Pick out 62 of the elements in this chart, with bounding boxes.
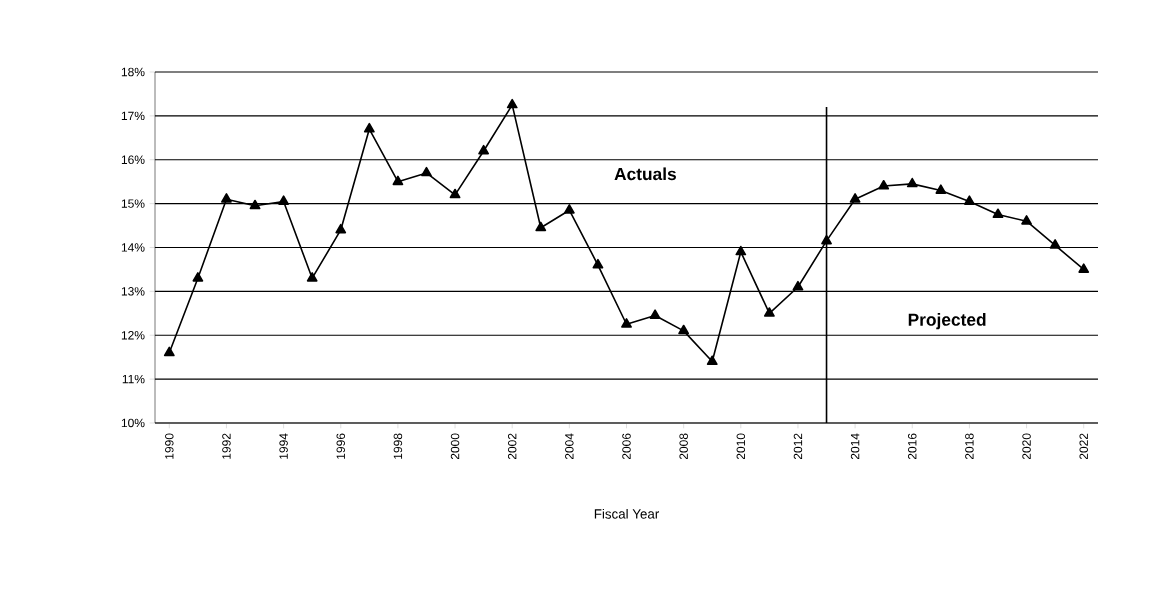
point xyxy=(506,98,518,109)
point xyxy=(192,272,204,282)
point xyxy=(249,199,261,210)
x-tick-label: 2004 xyxy=(565,433,574,460)
x-tick-label: 2018 xyxy=(965,433,974,460)
x-tick-label: 1992 xyxy=(222,433,231,459)
x-tick-label: 2008 xyxy=(679,433,688,460)
point xyxy=(792,280,804,291)
x-tick-label: 1998 xyxy=(393,433,403,459)
point xyxy=(706,355,718,366)
point xyxy=(592,258,604,269)
x-tick-label: 1990 xyxy=(165,433,174,459)
x-tick-label: 2022 xyxy=(1079,433,1088,460)
point xyxy=(306,272,318,282)
x-tick-label: 2020 xyxy=(1022,433,1031,460)
annotation: Actuals xyxy=(614,167,676,181)
y-tick-label: 16% xyxy=(121,155,145,164)
point xyxy=(449,188,461,199)
y-tick-label: 13% xyxy=(121,287,145,296)
x-tick-label: 2002 xyxy=(507,433,517,460)
y-tick-label: 15% xyxy=(121,199,145,208)
point xyxy=(935,184,947,194)
point xyxy=(421,166,432,177)
x-tick-label: 2010 xyxy=(736,433,746,460)
annotation: Projected xyxy=(908,313,986,330)
point xyxy=(363,122,375,133)
point xyxy=(878,179,890,190)
point xyxy=(992,208,1004,219)
x-axis-title: Fiscal Year xyxy=(594,508,660,519)
y-tick-label: 12% xyxy=(121,331,145,340)
point xyxy=(478,144,490,155)
point xyxy=(163,346,175,357)
y-tick-label: 10% xyxy=(121,418,145,428)
y-tick-label: 11% xyxy=(122,374,145,384)
x-tick-label: 1996 xyxy=(336,433,346,459)
point xyxy=(278,195,290,205)
point xyxy=(392,175,404,186)
point xyxy=(849,193,861,203)
x-tick-label: 2012 xyxy=(793,433,803,460)
point xyxy=(735,245,747,256)
x-tick-label: 2006 xyxy=(622,433,631,460)
x-tick-label: 1994 xyxy=(279,433,288,459)
y-tick-label: 14% xyxy=(121,243,145,252)
point xyxy=(963,195,975,205)
point xyxy=(649,309,661,319)
point xyxy=(1078,263,1090,273)
point xyxy=(906,177,918,188)
x-tick-label: 2016 xyxy=(908,433,917,460)
x-tick-label: 2000 xyxy=(450,433,460,460)
point xyxy=(678,324,690,335)
point xyxy=(1021,215,1032,225)
point xyxy=(335,223,347,234)
point xyxy=(563,204,575,214)
point xyxy=(621,318,632,328)
point xyxy=(535,221,547,232)
y-tick-label: 18% xyxy=(121,67,145,77)
y-tick-label: 17% xyxy=(121,111,145,121)
x-tick-label: 2014 xyxy=(850,433,860,460)
point xyxy=(221,193,232,203)
point xyxy=(763,307,775,317)
point xyxy=(821,234,832,245)
point xyxy=(1049,239,1061,249)
